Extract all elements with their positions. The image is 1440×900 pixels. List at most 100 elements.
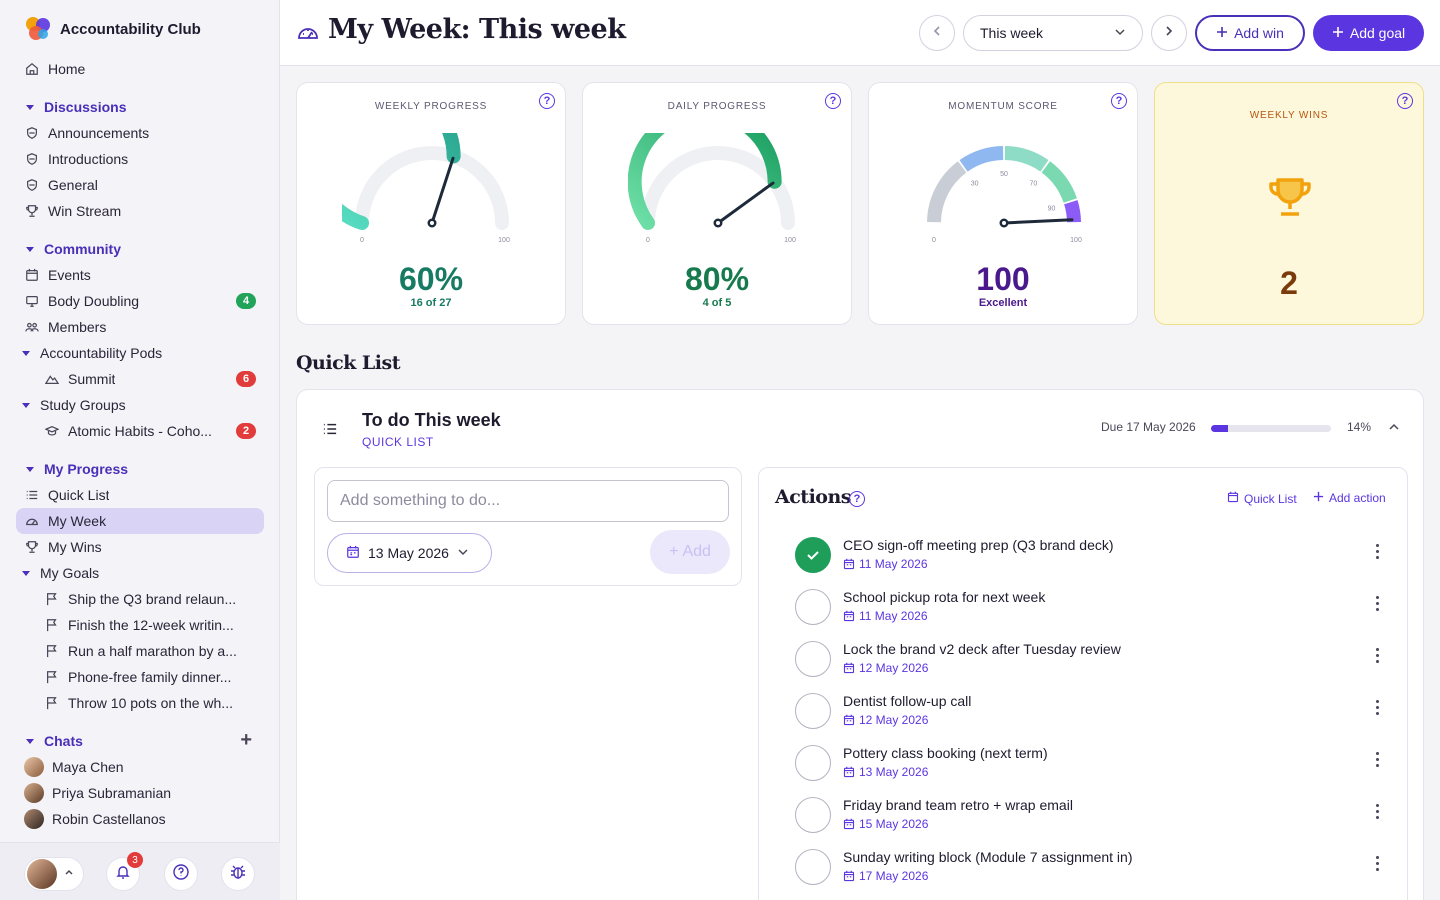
help-icon[interactable]: ? xyxy=(849,491,865,507)
more-options-button[interactable] xyxy=(1369,749,1385,769)
group-accountability-pods[interactable]: Accountability Pods xyxy=(16,340,264,366)
progress-bar xyxy=(1211,425,1331,432)
complete-checkbox[interactable] xyxy=(795,849,831,885)
action-name[interactable]: Sunday writing block (Module 7 assignmen… xyxy=(843,849,1133,865)
action-name[interactable]: Lock the brand v2 deck after Tuesday rev… xyxy=(843,641,1121,657)
sidebar-item-atomic-habits[interactable]: Atomic Habits - Coho... 2 xyxy=(16,418,264,444)
action-name[interactable]: School pickup rota for next week xyxy=(843,589,1046,605)
brand-name: Accountability Club xyxy=(60,20,201,38)
section-community[interactable]: Community xyxy=(16,236,264,262)
gauge-min-label: 0 xyxy=(646,237,650,244)
more-options-button[interactable] xyxy=(1369,593,1385,613)
help-icon[interactable]: ? xyxy=(1397,93,1413,109)
complete-checkbox[interactable] xyxy=(795,693,831,729)
brand[interactable]: Accountability Club xyxy=(24,16,201,42)
more-options-button[interactable] xyxy=(1369,645,1385,665)
chat-item[interactable]: Priya Subramanian xyxy=(16,780,264,806)
help-icon[interactable]: ? xyxy=(539,93,555,109)
page-header: My Week: This week This week Add win Add… xyxy=(280,0,1440,66)
add-goal-button[interactable]: Add goal xyxy=(1313,15,1424,51)
notifications-button[interactable]: 3 xyxy=(106,852,143,891)
section-chats[interactable]: Chats + xyxy=(16,728,264,754)
add-todo-box: 13 May 2026 + Add xyxy=(314,467,742,586)
section-my-progress[interactable]: My Progress xyxy=(16,456,264,482)
sidebar-item-goal[interactable]: Finish the 12-week writin... xyxy=(16,612,264,638)
action-item[interactable]: Friday brand team retro + wrap email 15 M… xyxy=(795,797,1395,849)
quick-list-panel: To do This week QUICK LIST Due 17 May 20… xyxy=(296,389,1424,900)
brand-logo-icon xyxy=(26,17,50,40)
bug-report-button[interactable] xyxy=(221,857,255,891)
sidebar-item-body-doubling[interactable]: Body Doubling 4 xyxy=(16,288,264,314)
help-button[interactable] xyxy=(164,857,198,891)
group-study-groups[interactable]: Study Groups xyxy=(16,392,264,418)
section-discussions[interactable]: Discussions xyxy=(16,94,264,120)
due-date-picker[interactable]: 13 May 2026 xyxy=(327,533,492,573)
action-item[interactable]: School pickup rota for next week 11 May 2… xyxy=(795,589,1395,641)
sidebar-item-win-stream[interactable]: Win Stream xyxy=(16,198,264,224)
action-item[interactable]: Sunday writing block (Module 7 assignmen… xyxy=(795,849,1395,900)
gauge-track xyxy=(641,146,795,230)
sidebar-item-general[interactable]: General xyxy=(16,172,264,198)
sidebar-item-goal[interactable]: Ship the Q3 brand relaun... xyxy=(16,586,264,612)
quick-list-link[interactable]: Quick List xyxy=(1227,491,1297,506)
add-todo-button[interactable]: + Add xyxy=(650,530,730,574)
sidebar-item-quick-list[interactable]: Quick List xyxy=(16,482,264,508)
action-item[interactable]: CEO sign-off meeting prep (Q3 brand deck… xyxy=(795,537,1395,589)
caret-down-icon xyxy=(22,402,30,408)
previous-week-button[interactable] xyxy=(919,15,955,51)
next-week-button[interactable] xyxy=(1151,15,1187,51)
more-options-button[interactable] xyxy=(1369,853,1385,873)
week-select[interactable]: This week xyxy=(963,15,1143,51)
action-name[interactable]: Dentist follow-up call xyxy=(843,693,972,709)
sidebar-item-events[interactable]: Events xyxy=(16,262,264,288)
gauge-segment xyxy=(927,161,967,223)
card-value: 100 xyxy=(976,261,1030,297)
help-icon[interactable]: ? xyxy=(825,93,841,109)
count-badge: 2 xyxy=(236,423,256,439)
complete-checkbox[interactable] xyxy=(795,797,831,833)
quick-list-tag[interactable]: QUICK LIST xyxy=(362,435,434,449)
complete-checkbox[interactable] xyxy=(795,537,831,573)
chevron-up-icon[interactable] xyxy=(1387,420,1401,439)
add-action-link[interactable]: Add action xyxy=(1313,491,1386,505)
new-chat-button[interactable]: + xyxy=(240,729,252,751)
sidebar-item-announcements[interactable]: Announcements xyxy=(16,120,264,146)
sidebar-item-goal[interactable]: Phone-free family dinner... xyxy=(16,664,264,690)
card-title: DAILY PROGRESS xyxy=(667,101,767,112)
chat-item[interactable]: Robin Castellanos xyxy=(16,806,264,832)
complete-checkbox[interactable] xyxy=(795,745,831,781)
complete-checkbox[interactable] xyxy=(795,641,831,677)
sidebar-item-introductions[interactable]: Introductions xyxy=(16,146,264,172)
card-title: WEEKLY PROGRESS xyxy=(374,101,488,112)
action-item[interactable]: Dentist follow-up call 12 May 2026 xyxy=(795,693,1395,745)
action-name[interactable]: CEO sign-off meeting prep (Q3 brand deck… xyxy=(843,537,1114,553)
help-icon[interactable]: ? xyxy=(1111,93,1127,109)
more-options-button[interactable] xyxy=(1369,541,1385,561)
action-name[interactable]: Friday brand team retro + wrap email xyxy=(843,797,1073,813)
chat-item[interactable]: Maya Chen xyxy=(16,754,264,780)
gauge-min-label: 0 xyxy=(360,237,364,244)
sidebar-item-goal[interactable]: Throw 10 pots on the wh... xyxy=(16,690,264,716)
avatar xyxy=(27,859,57,889)
sidebar-item-my-week[interactable]: My Week xyxy=(16,508,264,534)
hash-shield-icon xyxy=(24,177,40,193)
sidebar-item-home[interactable]: Home xyxy=(16,56,264,82)
action-name[interactable]: Pottery class booking (next term) xyxy=(843,745,1048,761)
sidebar-item-summit[interactable]: Summit 6 xyxy=(16,366,264,392)
more-options-button[interactable] xyxy=(1369,801,1385,821)
progress-percent: 14% xyxy=(1347,420,1372,434)
action-item[interactable]: Lock the brand v2 deck after Tuesday rev… xyxy=(795,641,1395,693)
chat-name: Maya Chen xyxy=(52,759,124,775)
more-options-button[interactable] xyxy=(1369,697,1385,717)
user-menu-button[interactable] xyxy=(24,857,84,891)
sidebar-item-members[interactable]: Members xyxy=(16,314,264,340)
add-todo-input[interactable] xyxy=(327,480,729,522)
add-win-button[interactable]: Add win xyxy=(1195,15,1305,51)
sidebar-item-my-wins[interactable]: My Wins xyxy=(16,534,264,560)
sidebar-item-goal[interactable]: Run a half marathon by a... xyxy=(16,638,264,664)
plus-icon xyxy=(1216,25,1228,41)
complete-checkbox[interactable] xyxy=(795,589,831,625)
action-item[interactable]: Pottery class booking (next term) 13 May … xyxy=(795,745,1395,797)
group-my-goals[interactable]: My Goals xyxy=(16,560,264,586)
progress-bar-fill xyxy=(1211,425,1228,432)
